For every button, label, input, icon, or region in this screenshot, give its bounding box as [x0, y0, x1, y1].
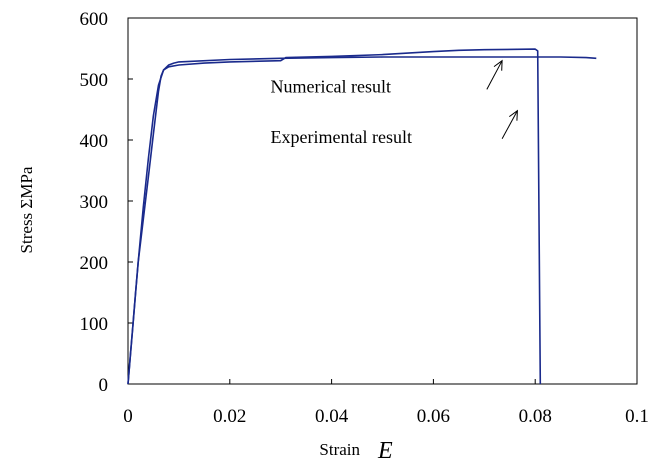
y-tick-label: 100 — [80, 314, 109, 335]
annotation-label: Experimental result — [271, 127, 412, 147]
annotation-arrow-head — [493, 59, 503, 71]
y-tick-label: 600 — [80, 9, 109, 30]
series-line-1 — [127, 48, 542, 385]
x-axis-ticks: 0 0.02 0.04 0.06 0.08 0.1 — [123, 379, 649, 427]
y-tick-label: 400 — [80, 131, 109, 152]
series-line-2 — [127, 56, 597, 385]
y-tick-label: 500 — [80, 70, 109, 91]
plot-frame — [127, 17, 638, 385]
x-tick-label: 0.08 — [519, 406, 552, 427]
y-tick-label: 200 — [80, 253, 109, 274]
data-series — [127, 48, 597, 385]
annotations: Numerical result Experimental result — [271, 59, 518, 147]
x-tick-label: 0.1 — [625, 406, 649, 427]
annotation-arrow-head — [509, 109, 518, 121]
y-tick-label: 300 — [80, 192, 109, 213]
annotation-label: Numerical result — [271, 76, 391, 96]
y-tick-label: 0 — [99, 375, 109, 396]
annotation-arrow-line — [501, 110, 518, 140]
annotation-arrow-line — [486, 60, 503, 90]
x-tick-label: 0.02 — [213, 406, 246, 427]
x-tick-label: 0.04 — [315, 406, 349, 427]
x-axis-label: Strain — [319, 440, 360, 459]
x-axis-symbol: E — [377, 438, 393, 464]
x-tick-label: 0 — [123, 406, 133, 427]
y-axis-ticks: 0 100 200 300 400 500 600 — [80, 9, 133, 396]
y-axis-label: Stress ΣMPa — [17, 166, 36, 253]
x-tick-label: 0.06 — [417, 406, 450, 427]
